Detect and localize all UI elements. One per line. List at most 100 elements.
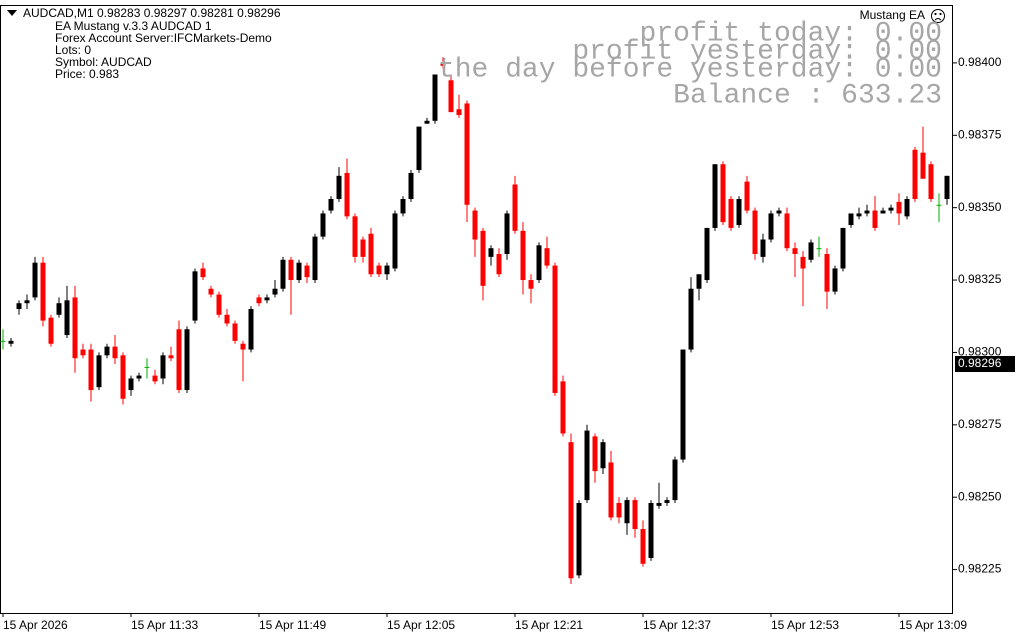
candle-body bbox=[168, 355, 174, 359]
candle-body bbox=[408, 172, 414, 199]
candle-body bbox=[160, 355, 166, 379]
candle-body bbox=[184, 329, 190, 391]
candle-body bbox=[232, 323, 238, 341]
ea-name: Mustang EA bbox=[860, 8, 925, 22]
candle-body bbox=[856, 213, 862, 217]
candle-body bbox=[80, 349, 86, 356]
x-tick-label: 15 Apr 11:33 bbox=[131, 618, 198, 632]
ea-face-icon bbox=[931, 9, 945, 23]
candle-body bbox=[728, 198, 734, 228]
y-tick-label: 0.98225 bbox=[958, 562, 1002, 576]
candle-body bbox=[416, 126, 422, 171]
candle-body bbox=[592, 436, 598, 472]
candle-body bbox=[640, 529, 646, 564]
collapse-arrow[interactable] bbox=[7, 10, 17, 16]
candle-body bbox=[248, 309, 254, 350]
candle-body bbox=[680, 349, 686, 460]
candle-body bbox=[784, 213, 790, 249]
candle-body bbox=[264, 297, 270, 301]
candle-body bbox=[296, 262, 302, 281]
overlay-text: profit today: 0.00 bbox=[640, 18, 942, 49]
candle-body bbox=[624, 500, 630, 524]
candle-body bbox=[384, 265, 390, 275]
candle-body bbox=[776, 210, 782, 214]
candle-body bbox=[112, 346, 118, 359]
candle-body bbox=[712, 164, 718, 228]
info-line: Price: 0.983 bbox=[55, 67, 119, 81]
y-tick-label: 0.98325 bbox=[958, 272, 1002, 286]
candle-body bbox=[664, 500, 670, 503]
symbol-line: AUDCAD,M1 0.98283 0.98297 0.98281 0.9829… bbox=[23, 6, 281, 20]
candle-body bbox=[240, 343, 246, 350]
candle-body bbox=[736, 198, 742, 226]
candle-body bbox=[96, 355, 102, 388]
candle-body bbox=[648, 502, 654, 558]
candle-body bbox=[104, 346, 110, 356]
candle-body bbox=[216, 294, 222, 315]
candle-body bbox=[224, 314, 230, 324]
candle-body bbox=[824, 253, 830, 292]
candle-body bbox=[0, 340, 6, 342]
candle-body bbox=[312, 236, 318, 281]
candle-body bbox=[920, 152, 926, 179]
y-tick-label: 0.98350 bbox=[958, 200, 1002, 214]
candle-body bbox=[568, 442, 574, 579]
y-tick-label: 0.98300 bbox=[958, 345, 1002, 359]
candle-body bbox=[848, 213, 854, 226]
candle-body bbox=[376, 265, 382, 275]
candle-body bbox=[880, 210, 886, 214]
candle-body bbox=[656, 502, 662, 506]
x-tick-label: 15 Apr 12:37 bbox=[643, 618, 711, 632]
candle-body bbox=[344, 172, 350, 217]
candle-body bbox=[424, 120, 430, 124]
candle-body bbox=[472, 210, 478, 240]
overlay-text: Balance : 633.23 bbox=[673, 80, 942, 111]
x-tick-label: 15 Apr 12:05 bbox=[387, 618, 455, 632]
candle-body bbox=[120, 355, 126, 399]
candle-body bbox=[904, 198, 910, 217]
y-tick-label: 0.98275 bbox=[958, 417, 1002, 431]
candle-body bbox=[320, 213, 326, 237]
y-tick-label: 0.98250 bbox=[958, 489, 1002, 503]
candle-body bbox=[8, 340, 14, 344]
candle-body bbox=[304, 265, 310, 278]
candle-body bbox=[176, 329, 182, 391]
info-line: Forex Account Server:IFCMarkets-Demo bbox=[55, 31, 272, 45]
candle-body bbox=[152, 375, 158, 382]
candle-body bbox=[520, 230, 526, 281]
candle-body bbox=[256, 297, 262, 304]
candle-body bbox=[792, 248, 798, 254]
candle-body bbox=[136, 375, 142, 379]
candle-body bbox=[928, 164, 934, 199]
candle-body bbox=[480, 230, 486, 286]
candle-body bbox=[504, 213, 510, 254]
candle-body bbox=[360, 239, 366, 257]
info-line: EA Mustang v.3.3 AUDCAD 1 bbox=[55, 19, 212, 33]
candle-body bbox=[192, 271, 198, 321]
candle-body bbox=[144, 366, 150, 368]
candle-body bbox=[24, 300, 30, 304]
candle-body bbox=[32, 262, 38, 298]
candle-body bbox=[328, 198, 334, 211]
candle-body bbox=[576, 502, 582, 576]
candle-body bbox=[512, 184, 518, 231]
candle-body bbox=[616, 502, 622, 518]
x-tick-label: 15 Apr 12:53 bbox=[771, 618, 839, 632]
candle-body bbox=[872, 210, 878, 228]
candle-body bbox=[936, 204, 942, 206]
candle-body bbox=[64, 300, 70, 336]
candle-body bbox=[432, 74, 438, 121]
candle-body bbox=[336, 175, 342, 199]
y-tick-label: 0.98375 bbox=[958, 127, 1002, 141]
candles bbox=[0, 57, 950, 585]
candle-body bbox=[744, 181, 750, 211]
candle-body bbox=[552, 265, 558, 393]
candle-body bbox=[584, 430, 590, 501]
candle-body bbox=[16, 303, 22, 309]
candle-body bbox=[368, 233, 374, 275]
candle-body bbox=[632, 500, 638, 530]
candle-body bbox=[816, 248, 822, 250]
candle-body bbox=[272, 288, 278, 295]
candle-body bbox=[688, 288, 694, 350]
